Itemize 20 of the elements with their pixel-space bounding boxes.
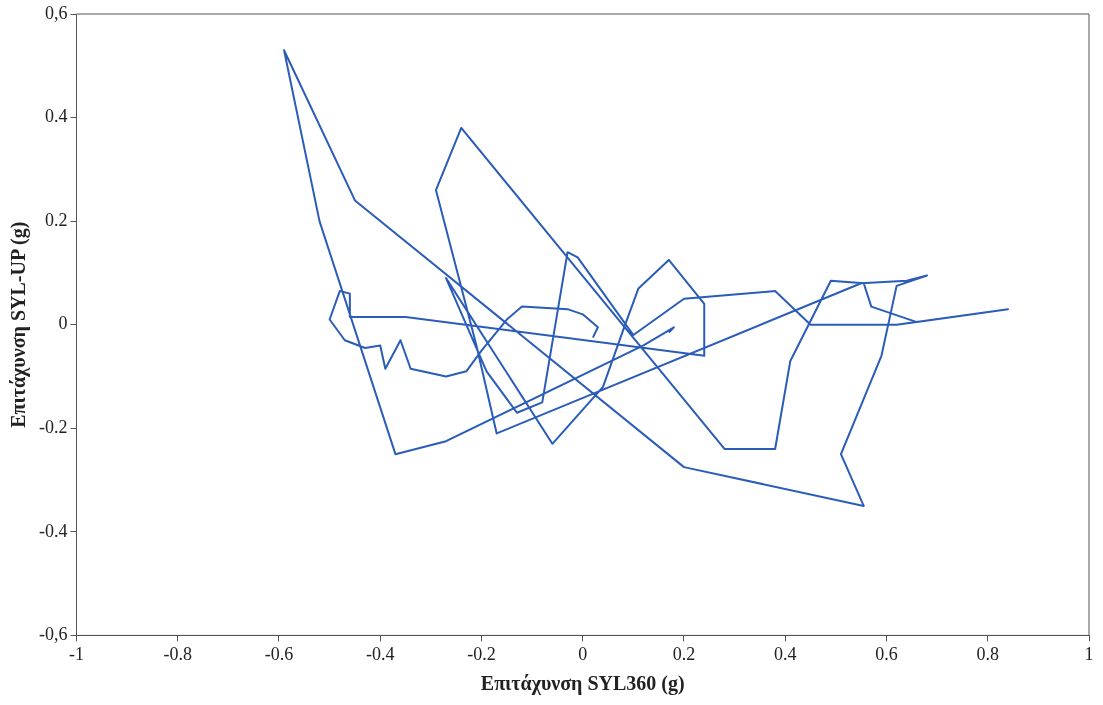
y-tick-label: 0,6 [44, 2, 68, 23]
x-tick-label: -1 [68, 643, 84, 664]
x-tick-label: -0.4 [366, 643, 395, 664]
x-tick-label: 0 [578, 643, 588, 664]
y-tick-label: 0 [58, 313, 68, 334]
x-tick-label: 0.4 [774, 643, 797, 664]
x-tick-label: 1 [1084, 643, 1094, 664]
y-tick-label: 0.2 [44, 209, 68, 230]
y-tick-label: -0.2 [38, 417, 68, 437]
x-tick-label: -0.2 [467, 643, 496, 664]
x-tick-label: 0.8 [976, 643, 999, 664]
y-tick-label: -0.4 [38, 520, 68, 541]
y-axis-title: Επιτάχυνση SYL-UP (g) [7, 221, 31, 428]
x-tick-label: -0.6 [264, 643, 294, 664]
y-tick-label: 0.4 [44, 106, 68, 127]
x-axis-title: Επιτάχυνση SYL360 (g) [480, 672, 685, 696]
y-tick-label: -0,6 [38, 624, 68, 645]
x-tick-label: 0.6 [875, 643, 898, 664]
x-tick-label: -0.8 [163, 643, 192, 664]
x-tick-label: 0.2 [672, 643, 696, 664]
